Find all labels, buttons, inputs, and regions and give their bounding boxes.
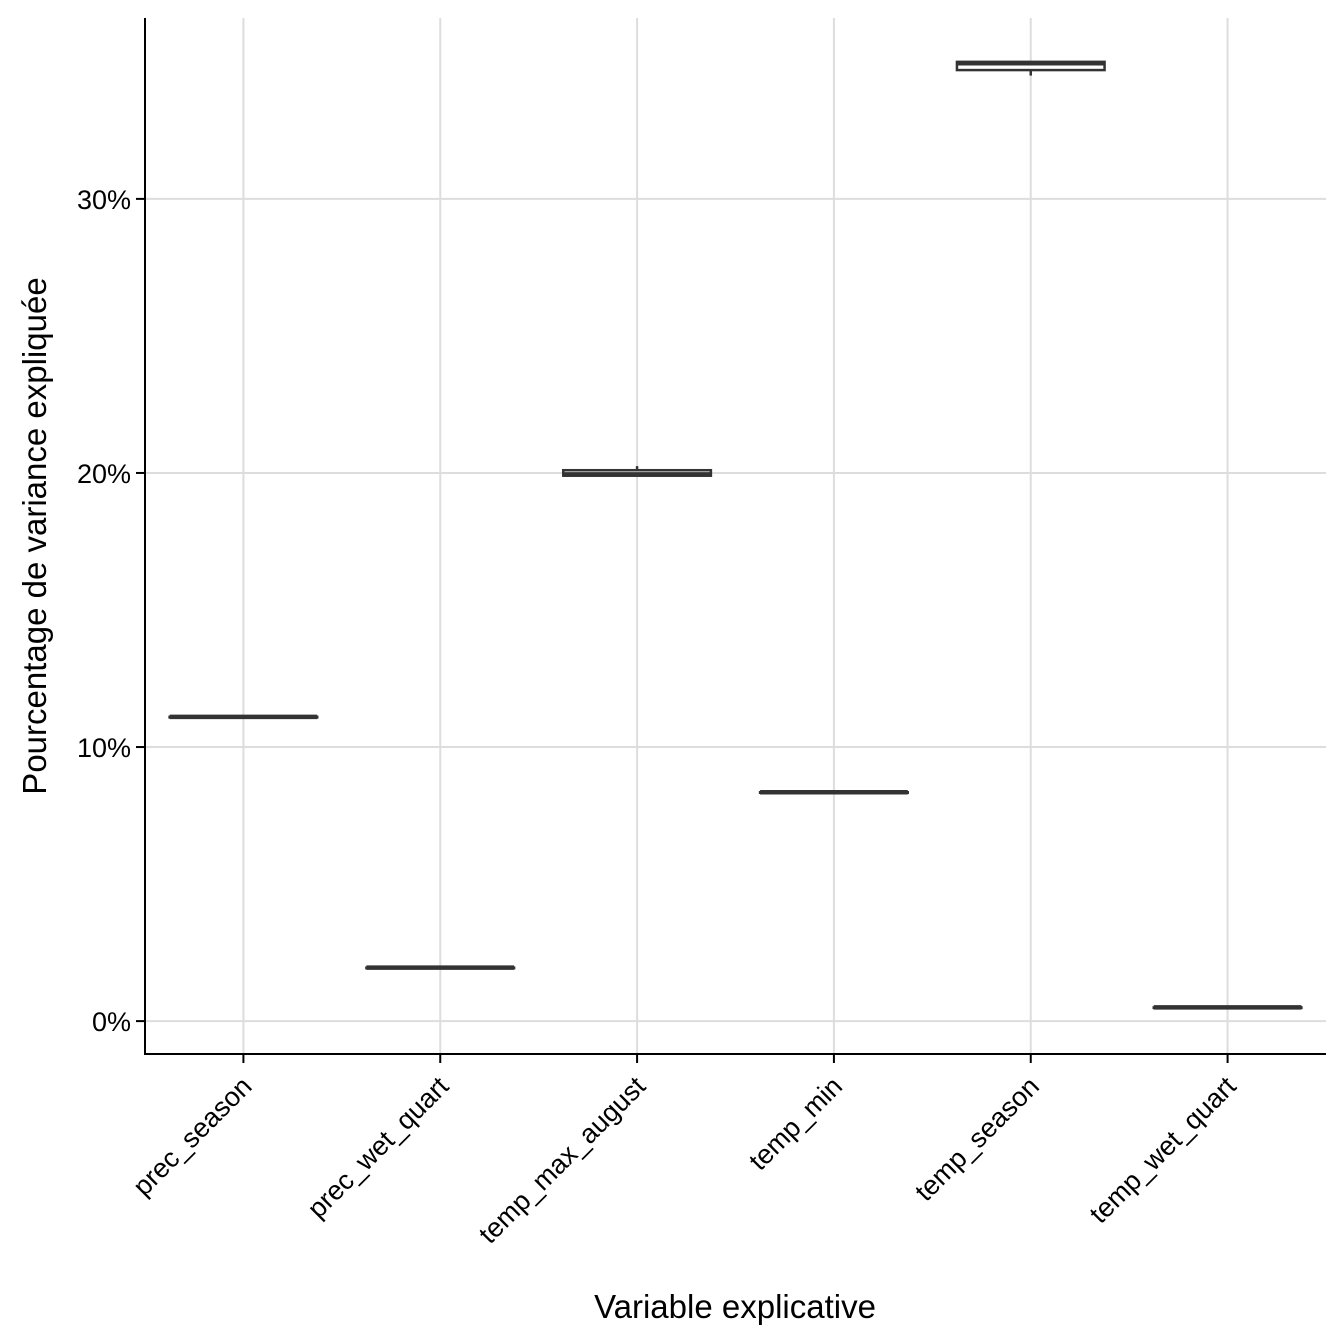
boxplot-prec_wet_quart: [365, 965, 516, 970]
y-tick-label: 20%: [77, 459, 131, 489]
boxplot-temp_wet_quart: [1152, 1005, 1303, 1010]
y-tick-label: 0%: [92, 1007, 131, 1037]
x-tick-label: temp_max_august: [473, 1071, 652, 1250]
boxplot-prec_season: [168, 714, 319, 720]
y-tick-label: 30%: [77, 185, 131, 215]
x-tick-label: prec_wet_quart: [302, 1071, 455, 1224]
y-axis-title: Pourcentage de variance expliquée: [16, 277, 53, 794]
x-tick-label: temp_min: [743, 1071, 848, 1176]
x-tick-label: temp_wet_quart: [1084, 1071, 1242, 1229]
y-tick-label: 10%: [77, 733, 131, 763]
x-axis-title: Variable explicative: [594, 1288, 876, 1325]
axes: [144, 18, 1326, 1055]
grid: [145, 18, 1326, 1054]
x-tick-label: prec_season: [127, 1071, 258, 1202]
boxplots: [168, 60, 1303, 1010]
boxplot-temp_min: [758, 790, 909, 795]
x-tick-label: temp_season: [909, 1071, 1045, 1207]
boxplot-temp_max_august: [562, 466, 713, 477]
boxplot-temp_season: [955, 60, 1106, 76]
